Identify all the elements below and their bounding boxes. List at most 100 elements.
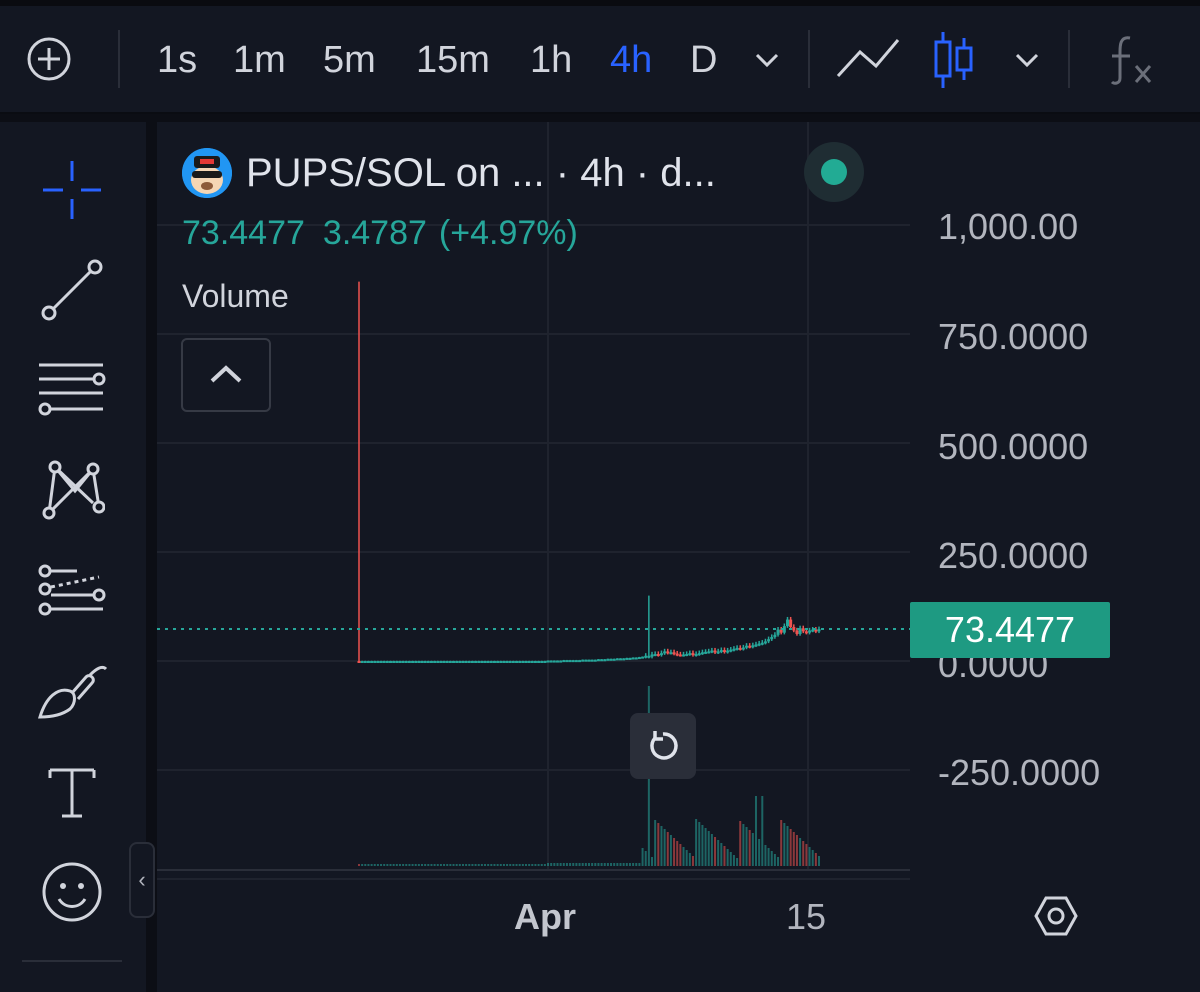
volume-bar <box>714 837 717 866</box>
candle-body <box>568 660 572 663</box>
volume-bar <box>395 864 398 866</box>
candle-body <box>407 661 411 663</box>
timeframe-D[interactable]: D <box>690 39 718 81</box>
volume-bar <box>461 864 464 866</box>
candle-body <box>634 657 638 660</box>
candle-body <box>429 661 433 663</box>
candle-body <box>609 658 613 661</box>
price-tick-label: 250.0000 <box>938 535 1089 576</box>
timeframe-5m[interactable]: 5m <box>323 39 376 81</box>
add-symbol-button[interactable] <box>26 36 72 82</box>
chart-type-dropdown-button[interactable] <box>1012 46 1042 74</box>
volume-bar <box>799 838 802 866</box>
market-status-indicator[interactable] <box>804 142 864 202</box>
candle-body <box>392 661 396 663</box>
candle-body <box>411 661 415 663</box>
volume-bar <box>581 863 584 866</box>
volume-bar <box>376 864 379 866</box>
candle-body <box>584 659 588 662</box>
pattern-tool[interactable] <box>36 454 108 526</box>
volume-bar <box>770 851 773 866</box>
timeframe-dropdown-button[interactable] <box>752 46 782 74</box>
volume-bar <box>468 864 471 866</box>
price-chart[interactable] <box>157 122 1200 992</box>
candle-body <box>461 661 465 663</box>
timeframe-1h[interactable]: 1h <box>530 39 573 81</box>
brush-tool[interactable] <box>36 654 108 726</box>
candle-body <box>726 650 730 653</box>
candle-body <box>448 661 452 663</box>
volume-bar <box>751 833 754 866</box>
candle-body <box>565 660 569 663</box>
candle-body <box>691 653 695 656</box>
volume-bar <box>506 864 509 866</box>
timeframe-1m[interactable]: 1m <box>233 39 286 81</box>
indicators-button[interactable] <box>1108 32 1158 86</box>
volume-bar <box>358 864 360 866</box>
legend-change-percent: (+4.97%) <box>438 214 578 252</box>
text-tool[interactable] <box>36 756 108 828</box>
volume-bar <box>575 863 578 866</box>
volume-bar <box>446 864 449 866</box>
candle-body <box>521 661 525 663</box>
volume-bar <box>547 863 550 866</box>
volume-bar <box>430 864 433 866</box>
volume-bar <box>537 864 540 866</box>
candle-body <box>370 661 374 663</box>
candle-body <box>785 619 789 627</box>
candle-body <box>385 661 389 663</box>
candle-body <box>480 661 484 663</box>
candle-body <box>656 654 660 657</box>
time-tick-label: Apr <box>514 896 576 937</box>
candle-body <box>546 660 550 663</box>
volume-bar <box>562 863 565 866</box>
top-toolbar: 1s 1m 5m 15m 1h 4h D <box>0 0 1200 114</box>
line-chart-icon <box>836 39 900 78</box>
candle-body <box>423 661 427 663</box>
volume-bar <box>685 850 688 866</box>
chart-settings-button[interactable] <box>1032 892 1080 940</box>
candle-body <box>763 641 767 644</box>
chart-pane[interactable] <box>157 122 1200 992</box>
collapse-sidebar-button[interactable]: ‹ <box>129 842 155 918</box>
timeframe-15m[interactable]: 15m <box>416 39 490 81</box>
token-logo <box>182 148 232 198</box>
volume-bar <box>783 823 786 866</box>
timeframe-4h[interactable]: 4h <box>610 39 653 81</box>
line-chart-type-button[interactable] <box>834 34 902 84</box>
fib-levels-tool[interactable] <box>36 354 108 426</box>
volume-bar <box>802 841 805 866</box>
volume-bar <box>518 864 521 866</box>
volume-bar <box>663 829 666 866</box>
candle-body <box>675 653 679 656</box>
volume-label[interactable]: Volume <box>182 278 289 314</box>
emoji-tool[interactable] <box>36 856 108 928</box>
candle-body <box>619 658 623 661</box>
volume-bar <box>487 864 490 866</box>
candle-body <box>622 658 626 661</box>
candle-chart-type-button[interactable] <box>932 30 976 90</box>
candle-body <box>511 661 515 663</box>
volume-bar <box>691 856 694 866</box>
reset-chart-button[interactable] <box>630 713 696 779</box>
volume-bar <box>515 864 518 866</box>
collapse-legend-button[interactable] <box>181 338 271 412</box>
candle-body <box>474 661 478 663</box>
volume-bar <box>477 864 480 866</box>
volume-bar <box>606 863 609 866</box>
candle-body <box>666 651 670 654</box>
symbol-legend[interactable]: PUPS/SOL on ... · 4h · d... <box>182 148 716 198</box>
volume-bar <box>480 864 483 866</box>
candle-body <box>606 658 610 661</box>
candle-body <box>707 651 711 654</box>
crosshair-tool[interactable] <box>36 154 108 226</box>
trend-line-tool[interactable] <box>36 254 108 326</box>
volume-bar <box>588 863 590 866</box>
candle-body <box>590 659 594 662</box>
timeframe-1s[interactable]: 1s <box>157 39 198 81</box>
volume-bar <box>632 863 635 866</box>
forecast-tool[interactable] <box>36 554 108 626</box>
candle-body <box>578 660 582 663</box>
volume-bar <box>493 864 496 866</box>
candle-body <box>798 628 802 634</box>
